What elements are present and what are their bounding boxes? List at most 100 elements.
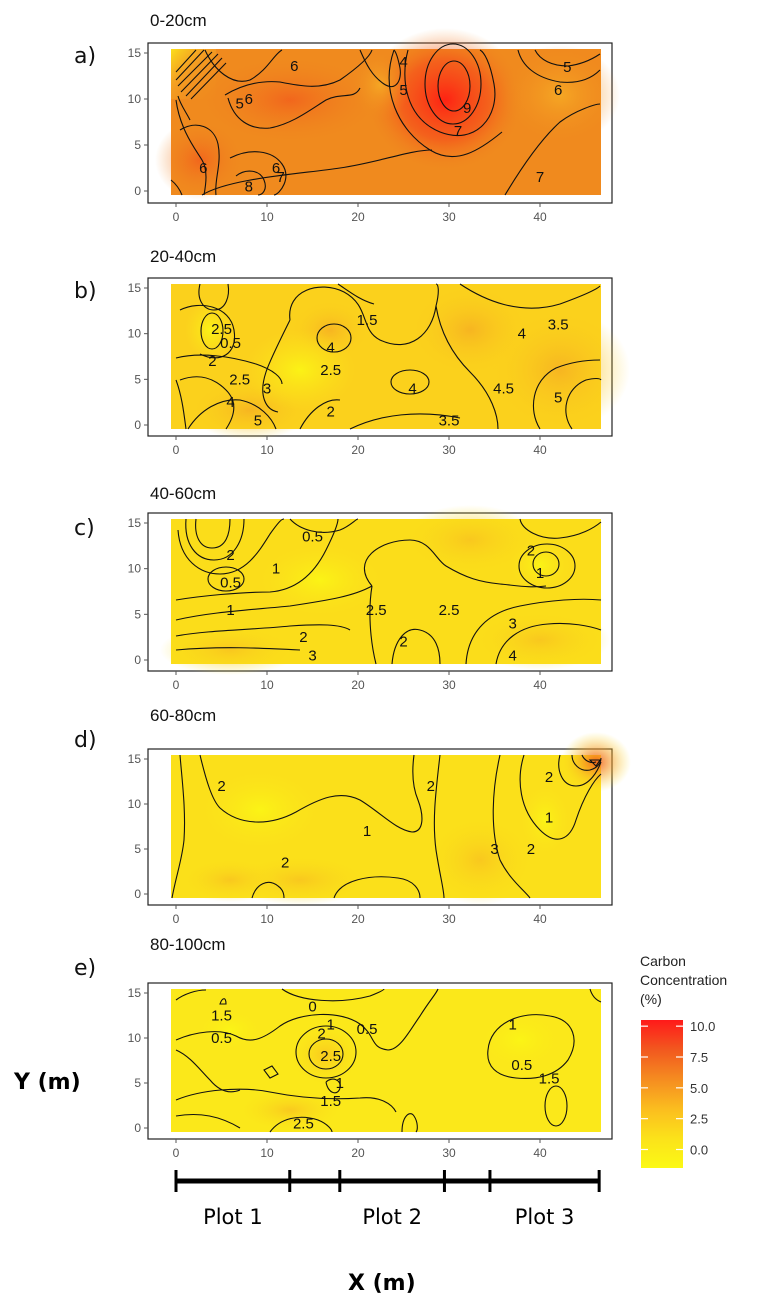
contour-label: 3 <box>308 647 316 664</box>
contour-label: 2 <box>226 547 234 564</box>
contour-label: 1 <box>536 565 544 582</box>
contour-label: 3 <box>263 380 271 397</box>
contour-label: 2 <box>527 542 535 559</box>
legend-colorbar <box>641 1020 683 1168</box>
contour-label: 8 <box>245 178 253 195</box>
contour-label: 2 <box>545 769 553 786</box>
panel-d-heat <box>180 732 631 905</box>
y-tick-label: 0 <box>134 1121 141 1135</box>
panel-c-contours <box>175 518 602 665</box>
y-tick-label: 15 <box>128 986 142 1000</box>
contour-label: 9 <box>463 100 471 117</box>
contour-label: 5 <box>254 412 262 429</box>
panel-title-a: 0-20cm <box>150 11 207 30</box>
contour-label: 0.5 <box>211 1030 232 1047</box>
legend-tick-label: 2.5 <box>690 1112 708 1127</box>
contour-label: 6 <box>290 58 298 75</box>
x-tick-label: 10 <box>260 912 274 926</box>
panel-title-d: 60-80cm <box>150 706 216 725</box>
panel-b-contours <box>175 283 602 430</box>
panel-a <box>147 28 620 204</box>
plot-label: Plot 3 <box>515 1205 575 1229</box>
y-tick-label: 0 <box>134 418 141 432</box>
contour-label: 2 <box>427 778 435 795</box>
panel-d <box>147 732 631 906</box>
contour-label: 5 <box>554 390 562 407</box>
contour-label: 1.5 <box>539 1071 560 1088</box>
panel-letter-a: a) <box>74 44 96 69</box>
panel-e-contours <box>175 988 602 1133</box>
x-tick-label: 20 <box>351 1146 365 1160</box>
x-tick-label: 20 <box>351 912 365 926</box>
x-tick-label: 0 <box>173 912 180 926</box>
x-tick-label: 20 <box>351 210 365 224</box>
x-tick-label: 20 <box>351 678 365 692</box>
contour-label: 2.5 <box>211 321 232 338</box>
contour-label: 1 <box>336 1075 344 1092</box>
contour-label: 2.5 <box>293 1116 314 1133</box>
panel-d-contours <box>171 754 602 899</box>
legend-tick-label: 0.0 <box>690 1143 708 1158</box>
contour-label: 1.5 <box>211 1008 232 1025</box>
panel-title-e: 80-100cm <box>150 935 226 954</box>
panel-a-heat <box>155 28 620 200</box>
contour-label: 2.5 <box>366 602 387 619</box>
contour-label: 6 <box>554 82 562 99</box>
panel-c-heat <box>160 505 610 675</box>
x-tick-label: 10 <box>260 1146 274 1160</box>
contour-label: 0.5 <box>511 1057 532 1074</box>
y-tick-label: 15 <box>128 281 142 295</box>
x-tick-label: 40 <box>533 1146 547 1160</box>
y-tick-label: 5 <box>134 1076 141 1090</box>
contour-label: 0.5 <box>220 335 241 352</box>
legend-title-line2: Concentration <box>640 972 727 988</box>
x-axis-label: X (m) <box>348 1271 416 1296</box>
x-tick-label: 30 <box>442 678 456 692</box>
panel-b <box>147 277 630 440</box>
y-tick-label: 15 <box>128 46 142 60</box>
contour-label: 2 <box>527 841 535 858</box>
contour-label: 6 <box>199 160 207 177</box>
legend-tick-label: 5.0 <box>690 1081 708 1096</box>
y-tick-label: 15 <box>128 516 142 530</box>
contour-label: 5 <box>236 96 244 113</box>
contour-label: 2 <box>208 353 216 370</box>
contour-label: 5 <box>399 82 407 99</box>
contour-label: 4 <box>408 380 416 397</box>
x-tick-label: 20 <box>351 443 365 457</box>
plot-label: Plot 2 <box>362 1205 422 1229</box>
contour-label: 2 <box>217 778 225 795</box>
contour-label: 4 <box>226 394 234 411</box>
panel-letter-b: b) <box>74 279 97 304</box>
contour-label: 2 <box>281 855 289 872</box>
panel-e-heat <box>190 1005 570 1130</box>
contour-label: 3 <box>509 615 517 632</box>
y-tick-label: 5 <box>134 138 141 152</box>
y-tick-label: 0 <box>134 653 141 667</box>
legend: Carbon Concentration (%) 10.0 7.5 5.0 2.5 0.… <box>640 953 727 1168</box>
contour-label: 0.5 <box>302 529 323 546</box>
legend-tick-label: 10.0 <box>690 1019 715 1034</box>
legend-tick-label: 7.5 <box>690 1050 708 1065</box>
contour-label: 2.5 <box>229 371 250 388</box>
contour-label: 1 <box>363 823 371 840</box>
contour-label: 6 <box>272 160 280 177</box>
panel-b-heat <box>185 285 630 440</box>
y-tick-label: 10 <box>128 327 142 341</box>
panel-letter-d: d) <box>74 728 97 753</box>
panel-letter-e: e) <box>74 956 96 981</box>
y-tick-label: 15 <box>128 752 142 766</box>
x-tick-label: 40 <box>533 210 547 224</box>
x-tick-label: 30 <box>442 912 456 926</box>
y-tick-label: 5 <box>134 372 141 386</box>
y-tick-label: 5 <box>134 607 141 621</box>
x-tick-label: 10 <box>260 678 274 692</box>
contour-label: 4 <box>518 326 526 343</box>
contour-label: 5 <box>563 59 571 76</box>
x-tick-label: 0 <box>173 443 180 457</box>
x-tick-label: 40 <box>533 678 547 692</box>
contour-label: 7 <box>536 169 544 186</box>
panel-e <box>147 982 613 1140</box>
